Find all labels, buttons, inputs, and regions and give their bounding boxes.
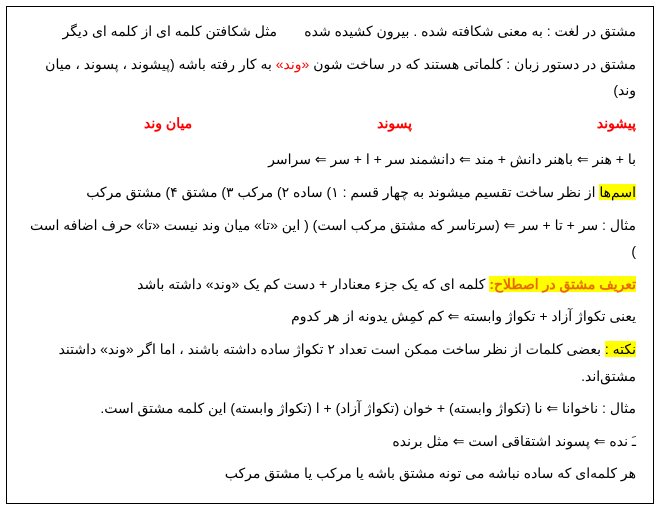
line-1: مشتق در لغت : به معنی شکافته شده . بیرون… <box>24 18 636 45</box>
text: از نظر ساخت تقسیم میشوند به چهار قسم : ۱… <box>86 184 599 200</box>
hl-def-title: تعریف مشتق در اصطلاح: <box>489 276 636 292</box>
text: بعضی کلمات از نظر ساخت ممکن است تعداد ۲ … <box>59 341 636 384</box>
affix-row: پیشوند پسوند میان وند <box>24 110 636 137</box>
hl-note: نکته : <box>605 341 636 357</box>
vand-term: «وند» <box>276 56 310 72</box>
line-examples: با + هنر ⇐ باهنر دانش + مند ⇐ دانشمند سر… <box>24 146 636 173</box>
hl-nouns: اسم‌ها <box>599 184 636 200</box>
col-infix: میان وند <box>144 110 192 137</box>
line-ex3: مثال : ناخوانا ⇐ نا (تکواژ وابسته) + خوا… <box>24 395 636 422</box>
line-note: نکته : بعضی کلمات از نظر ساخت ممکن است ت… <box>24 336 636 389</box>
line-ex2: مثال : سر + تا + سر ⇐ (سرتاسر که مشتق مر… <box>24 212 636 265</box>
text: مثل شکافتن کلمه ای از کلمه ای دیگر <box>62 23 277 39</box>
line-2: مشتق در دستور زبان : کلماتی هستند که در … <box>24 51 636 104</box>
line-morph: یعنی تکواژ آزاد + تکواژ وابسته ⇐ کم کمِش… <box>24 303 636 330</box>
col-prefix: پیشوند <box>597 110 636 137</box>
line-ande: ـَ نده ⇐ پسوند اشتقاقی است ⇐ مثل برنده <box>24 428 636 455</box>
col-suffix: پسوند <box>377 110 412 137</box>
text: کلمه ای که یک جزء معنادار + دست کم یک «و… <box>137 276 489 292</box>
line-nouns: اسم‌ها از نظر ساخت تقسیم میشوند به چهار … <box>24 179 636 206</box>
line-last: هر کلمه‌ای که ساده نباشه می تونه مشتق با… <box>24 460 636 487</box>
text: مشتق در دستور زبان : کلماتی هستند که در … <box>309 56 636 72</box>
text: مشتق در لغت : به معنی شکافته شده . بیرون… <box>304 23 636 39</box>
line-def: تعریف مشتق در اصطلاح: کلمه ای که یک جزء … <box>24 271 636 298</box>
